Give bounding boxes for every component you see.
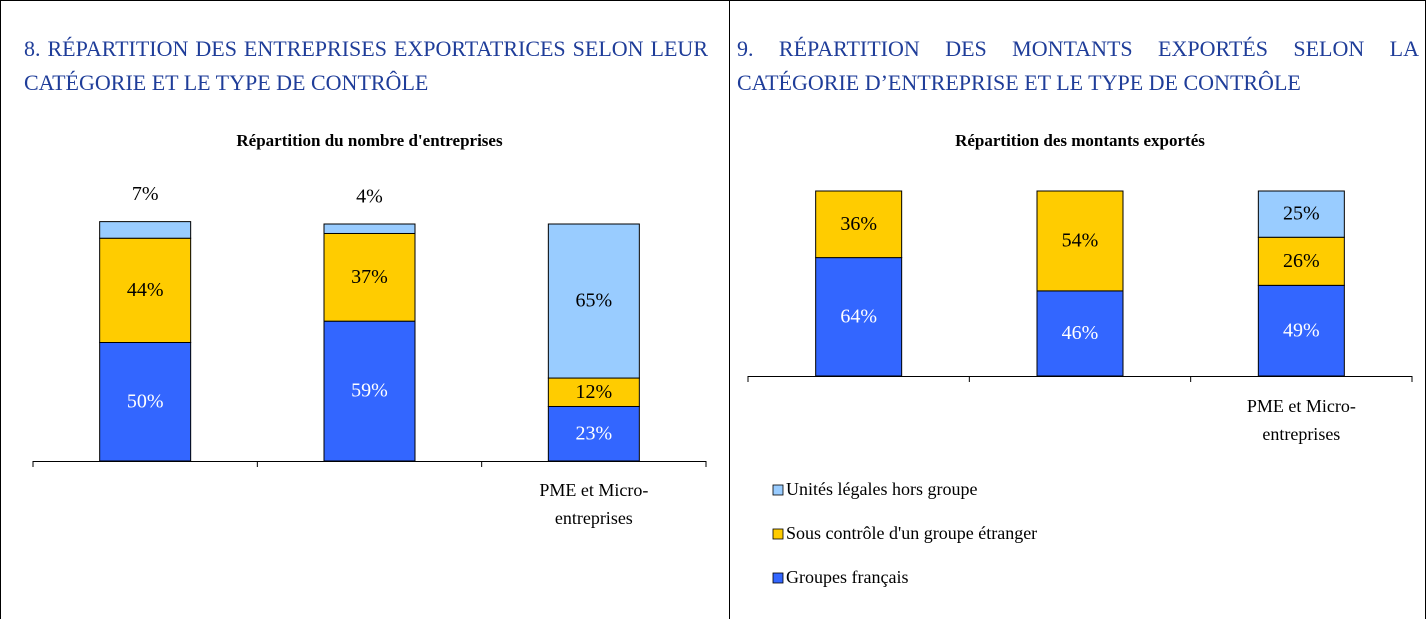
value-label: 49% [1283,319,1320,341]
value-label: 25% [1283,203,1320,225]
value-label: 12% [575,381,612,403]
bar-segment [99,237,192,343]
bar-segment [547,405,640,462]
value-label: 26% [1283,250,1320,272]
bar-segment [1257,236,1345,286]
value-label: 46% [1062,322,1099,344]
value-label: 54% [1062,230,1099,252]
chart-title: Répartition du nombre d'entreprises [236,131,503,150]
x-tick-label: PME et Micro-entreprises [539,480,648,528]
bar-segment [99,342,192,462]
value-label: 36% [840,213,877,235]
bar-segment [323,320,416,462]
x-tick-label: PME et Micro-entreprises [1247,396,1356,444]
bar-segment [815,190,903,259]
legend-swatch [772,572,784,584]
bar-segment [1257,190,1345,238]
legend-swatch [772,484,784,496]
bar-segment [547,377,640,407]
bar-segment [323,223,416,234]
value-label: 23% [575,422,612,444]
section-heading: 8. RÉPARTITION DES ENTREPRISES EXPORTATR… [24,36,708,95]
chart-title: Répartition des montants exportés [955,131,1205,150]
value-label: 64% [840,305,877,327]
legend-label: Sous contrôle d'un groupe étranger [786,523,1037,543]
bar-segment [1036,290,1124,377]
value-label: 44% [127,279,164,301]
bar-segment [323,232,416,322]
value-label: 7% [132,183,159,205]
bar-segment [1036,190,1124,292]
section-heading: 9. RÉPARTITION DES MONTANTS EXPORTÉS SEL… [737,36,1419,95]
value-label: 50% [127,390,164,412]
value-label: 65% [575,290,612,312]
bar-segment [1257,284,1345,377]
value-label: 59% [351,380,388,402]
value-label: 4% [356,186,383,208]
bar-segment [99,221,192,239]
legend-swatch [772,528,784,540]
legend-label: Groupes français [786,567,908,587]
bar-segment [547,223,640,379]
legend-label: Unités légales hors groupe [786,479,977,499]
value-label: 37% [351,266,388,288]
